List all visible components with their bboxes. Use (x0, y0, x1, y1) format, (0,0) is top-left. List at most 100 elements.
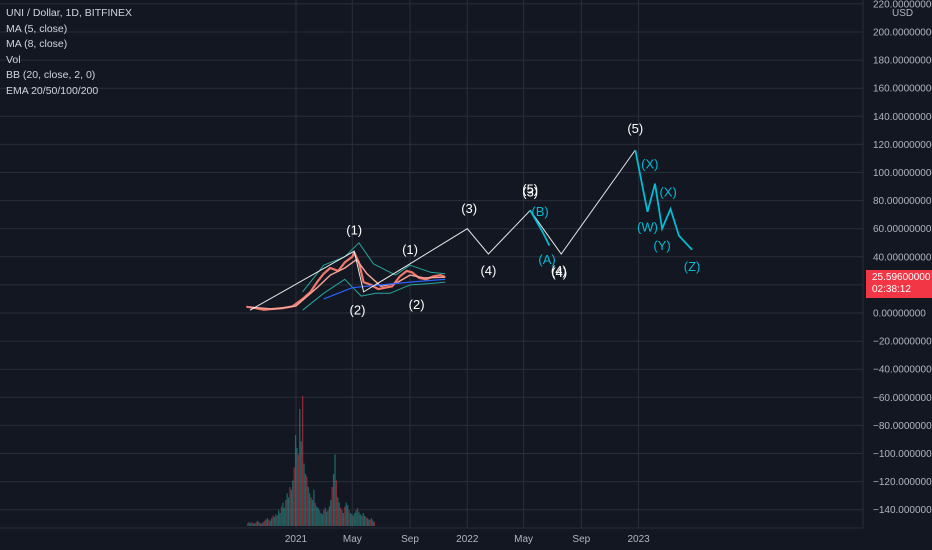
volume-bar (338, 502, 340, 526)
volume-bar (290, 489, 293, 526)
volume-bar (311, 500, 314, 526)
legend-bb[interactable]: BB (20, close, 2, 0) (6, 69, 96, 81)
y-tick-label: −20.00000000 (873, 337, 932, 348)
volume-bar (272, 515, 274, 526)
indicator-legend: UNI / Dollar, 1D, BITFINEX MA (5, close)… (6, 6, 132, 99)
volume-bar (286, 493, 288, 526)
last-price-value: 25.59600000 (872, 272, 931, 283)
volume-bars (247, 396, 376, 526)
y-tick-label: 80.00000000 (873, 196, 932, 207)
y-tick-label: −80.00000000 (873, 421, 932, 432)
volume-bar (261, 523, 263, 526)
wave-label: (1) (346, 222, 362, 237)
volume-bar (316, 506, 318, 526)
y-tick-label: 200.00000000 (873, 28, 932, 39)
volume-bar (369, 519, 371, 526)
volume-bar (358, 511, 360, 526)
wave-label: (X) (659, 184, 676, 199)
grid-lines (0, 0, 863, 528)
volume-bar (363, 515, 366, 526)
volume-bar (348, 510, 350, 526)
volume-bar (339, 507, 342, 526)
wave-label: (2) (409, 297, 425, 312)
wave-label: (X) (641, 156, 658, 171)
legend-vol[interactable]: Vol (6, 53, 21, 66)
wave-label: (5) (627, 121, 643, 136)
volume-bar (263, 520, 266, 526)
volume-bar (341, 510, 343, 526)
wave-label: (1) (402, 242, 418, 257)
volume-bar (355, 510, 357, 526)
volume-bar (255, 522, 257, 526)
wave-label: (3) (461, 201, 477, 216)
corrective-projection-line (634, 149, 693, 251)
last-price-badge: 25.59600000 02:38:12 (866, 270, 932, 298)
x-tick-label: 2023 (627, 534, 650, 545)
wave-label: (A) (538, 252, 555, 267)
volume-bar (359, 514, 361, 526)
volume-bar (325, 511, 328, 526)
price-axis-unit: USD (892, 8, 913, 19)
volume-bar (370, 518, 373, 526)
y-tick-label: −40.00000000 (873, 365, 932, 376)
volume-bar (289, 487, 291, 526)
volume-bar (282, 502, 284, 526)
wave-label: (4) (480, 263, 496, 278)
x-tick-label: 2021 (285, 534, 308, 545)
wave-label: (2) (350, 302, 366, 317)
price-axis[interactable]: 220.00000000 200.00000000 180.00000000 160.… (873, 0, 932, 516)
volume-bar (248, 522, 250, 526)
y-tick-label: 160.00000000 (873, 84, 932, 95)
impulse-projection-line (249, 149, 636, 311)
legend-ma5[interactable]: MA (5, close) (6, 22, 68, 35)
volume-bar (347, 505, 349, 526)
volume-bar (318, 510, 321, 526)
y-tick-label: 180.00000000 (873, 56, 932, 67)
y-tick-label: 120.00000000 (873, 140, 932, 151)
series-line-bb-upper (302, 242, 446, 293)
y-tick-label: 220.00000000 (873, 0, 932, 10)
volume-bar (331, 487, 333, 526)
volume-bar (297, 454, 300, 526)
volume-bar (285, 500, 287, 526)
x-tick-label: May (343, 534, 362, 545)
y-tick-label: 0.00000000 (873, 309, 926, 320)
volume-bar (366, 518, 369, 526)
wave-label: (Z) (684, 259, 701, 274)
volume-bar (337, 497, 339, 526)
volume-bar (354, 513, 356, 526)
legend-ema[interactable]: EMA 20/50/100/200 (6, 84, 99, 97)
y-tick-label: 60.00000000 (873, 224, 932, 235)
volume-bar (344, 506, 346, 526)
volume-bar (300, 441, 302, 526)
time-axis[interactable]: 2021 May Sep 2022 May Sep 2023 (285, 534, 650, 545)
wave-label: (5) (522, 182, 538, 197)
volume-bar (351, 514, 353, 526)
y-tick-label: −140.00000000 (873, 505, 932, 516)
volume-bar (293, 467, 295, 526)
volume-bar (310, 497, 312, 526)
volume-bar (368, 519, 370, 526)
volume-bar (247, 523, 249, 526)
volume-bar (249, 523, 252, 526)
legend-symbol[interactable]: UNI / Dollar, 1D, BITFINEX (6, 7, 133, 19)
volume-bar (278, 510, 280, 526)
wave-label: (3) (522, 184, 538, 199)
legend-ma8[interactable]: MA (8, close) (6, 38, 68, 50)
volume-bar (270, 518, 273, 526)
volume-bar (275, 514, 277, 526)
volume-bar (345, 502, 347, 526)
volume-bar (303, 463, 305, 526)
y-tick-label: 140.00000000 (873, 112, 932, 123)
volume-bar (330, 500, 332, 526)
volume-bar (256, 520, 259, 526)
volume-bar (372, 520, 374, 526)
volume-bar (254, 523, 256, 526)
corrective-projection-line (529, 209, 551, 247)
y-tick-label: 40.00000000 (873, 252, 932, 263)
volume-bar (299, 409, 301, 526)
volume-bar (314, 502, 316, 526)
volume-bar (280, 506, 283, 526)
y-tick-label: −100.00000000 (873, 449, 932, 460)
